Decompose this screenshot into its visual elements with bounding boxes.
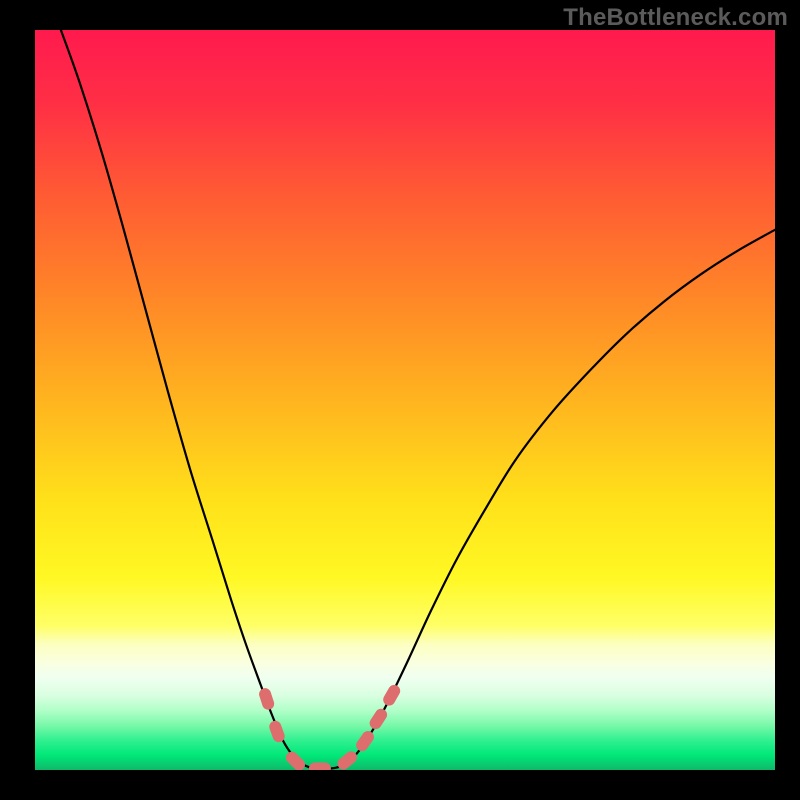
watermark-text: TheBottleneck.com (563, 4, 788, 32)
bottleneck-chart (0, 0, 800, 800)
curve-marker (309, 763, 331, 775)
plot-background (35, 30, 775, 770)
